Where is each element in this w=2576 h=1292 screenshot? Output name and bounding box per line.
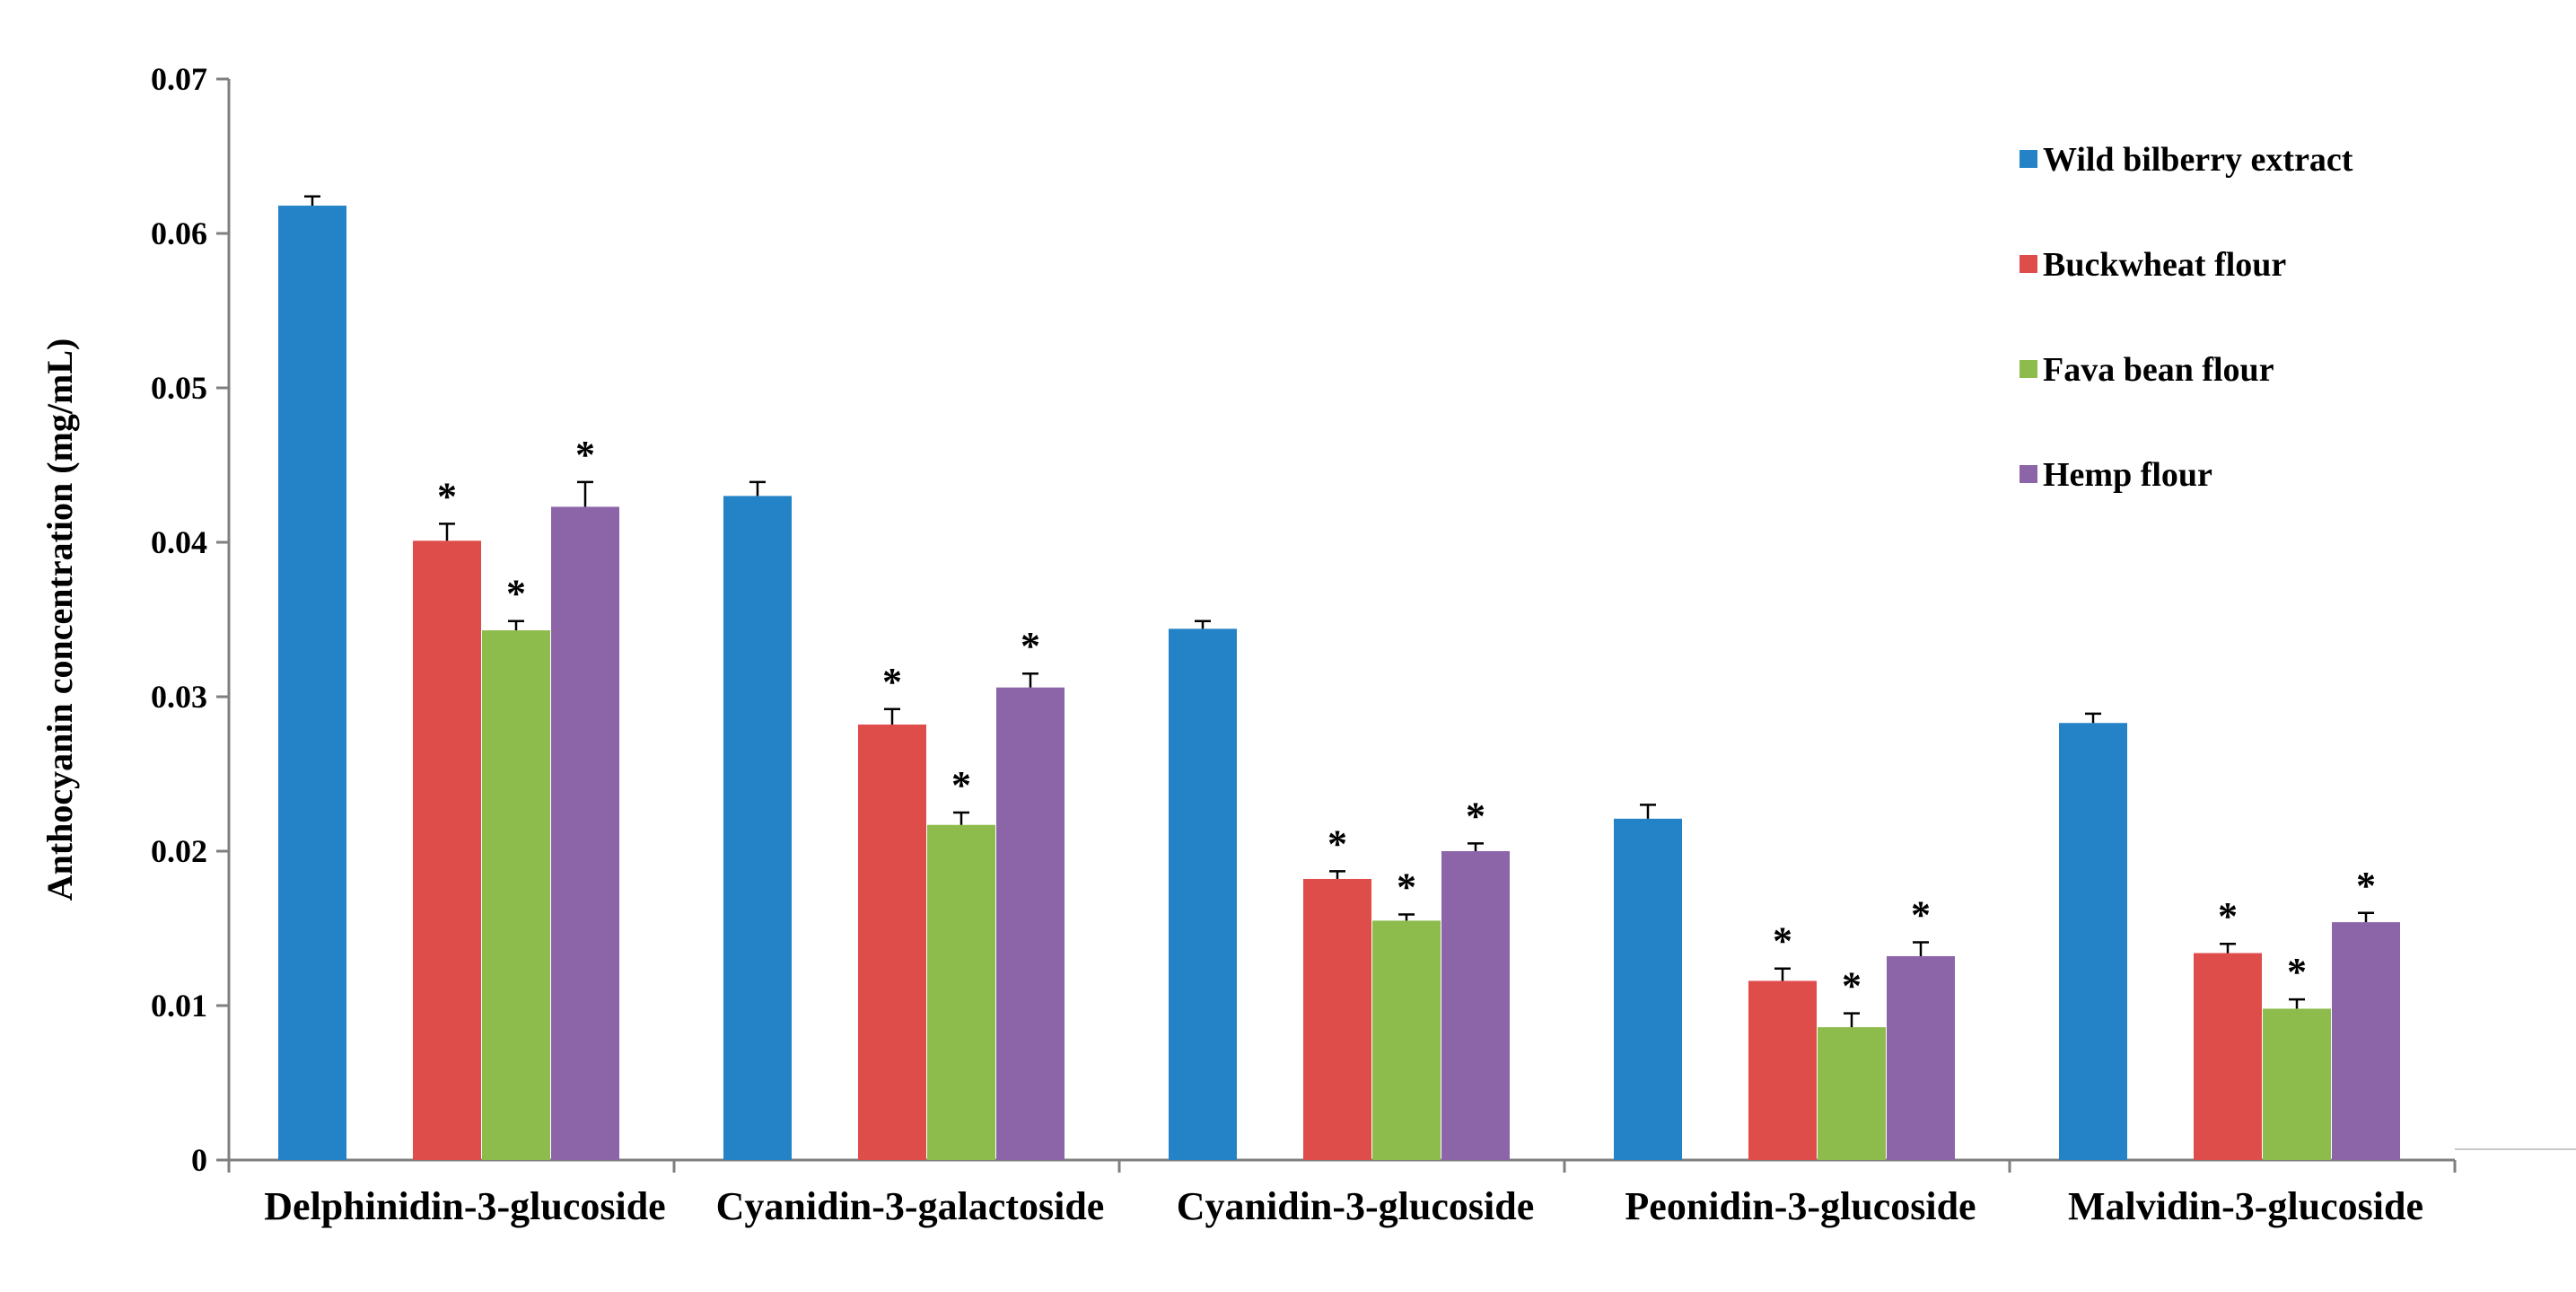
bar (927, 824, 995, 1160)
significance-star: * (1327, 822, 1347, 866)
legend-label: Buckwheat flour (2043, 246, 2286, 284)
significance-star: * (2287, 950, 2307, 994)
bar (1441, 851, 1510, 1160)
bar (482, 630, 550, 1160)
bar (723, 496, 792, 1160)
legend-label: Fava bean flour (2043, 351, 2274, 389)
y-tick-label: 0.02 (151, 833, 207, 869)
significance-star: * (575, 433, 595, 477)
bar (858, 724, 926, 1160)
significance-star: * (1466, 794, 1485, 838)
bar (2059, 723, 2127, 1160)
significance-star: * (506, 572, 526, 616)
significance-star: * (1842, 964, 1862, 1008)
bar (1372, 920, 1441, 1160)
bar (413, 541, 481, 1160)
category-label: Peonidin-3-glucoside (1625, 1184, 1976, 1228)
bar (551, 506, 619, 1160)
significance-markers: * * * * * * * * * * * * * * * (437, 433, 2376, 1008)
bar (2332, 922, 2400, 1160)
y-axis-title: Anthocyanin concentration (mg/mL) (39, 338, 80, 901)
bars (278, 206, 2400, 1160)
significance-star: * (882, 660, 902, 704)
y-tick-label: 0.03 (151, 679, 207, 715)
y-tick-label: 0.04 (151, 524, 207, 560)
bar (1818, 1027, 1886, 1160)
significance-star: * (437, 474, 457, 518)
category-label: Malvidin-3-glucoside (2068, 1184, 2423, 1228)
error-bars (304, 195, 2374, 1028)
y-tick-label: 0.06 (151, 215, 207, 251)
y-tick-label: 0.01 (151, 988, 207, 1024)
y-tick-label: 0.07 (151, 61, 207, 97)
category-label: Cyanidin-3-galactoside (716, 1184, 1105, 1228)
y-tick-label: 0 (191, 1142, 207, 1178)
bar (1169, 628, 1237, 1160)
legend-label: Hemp flour (2043, 456, 2212, 494)
significance-star: * (1773, 919, 1792, 963)
legend-swatch (2020, 255, 2037, 273)
significance-star: * (1021, 624, 1040, 668)
legend: Wild bilberry extract Buckwheat flour Fava… (2020, 141, 2353, 494)
category-label: Cyanidin-3-glucoside (1177, 1184, 1535, 1228)
legend-swatch (2020, 465, 2037, 483)
bar (1748, 980, 1817, 1160)
legend-swatch (2020, 360, 2037, 378)
significance-star: * (2218, 894, 2238, 938)
bar (1614, 818, 1682, 1160)
significance-star: * (1911, 892, 1931, 936)
bar (2194, 953, 2262, 1160)
y-tick-label: 0.05 (151, 370, 207, 406)
bar (1887, 955, 1955, 1160)
significance-star: * (1397, 866, 1416, 910)
axis-labels: 0 0.01 0.02 0.03 0.04 0.05 0.06 0.07 Anthocyanin… (39, 61, 2423, 1228)
legend-label: Wild bilberry extract (2043, 141, 2353, 179)
significance-star: * (2356, 864, 2376, 908)
category-label: Delphinidin-3-glucoside (264, 1184, 665, 1228)
bar (2263, 1008, 2331, 1160)
significance-star: * (951, 763, 971, 807)
bar (278, 206, 346, 1160)
legend-swatch (2020, 150, 2037, 168)
bar (1303, 878, 1371, 1160)
bar (996, 687, 1065, 1160)
